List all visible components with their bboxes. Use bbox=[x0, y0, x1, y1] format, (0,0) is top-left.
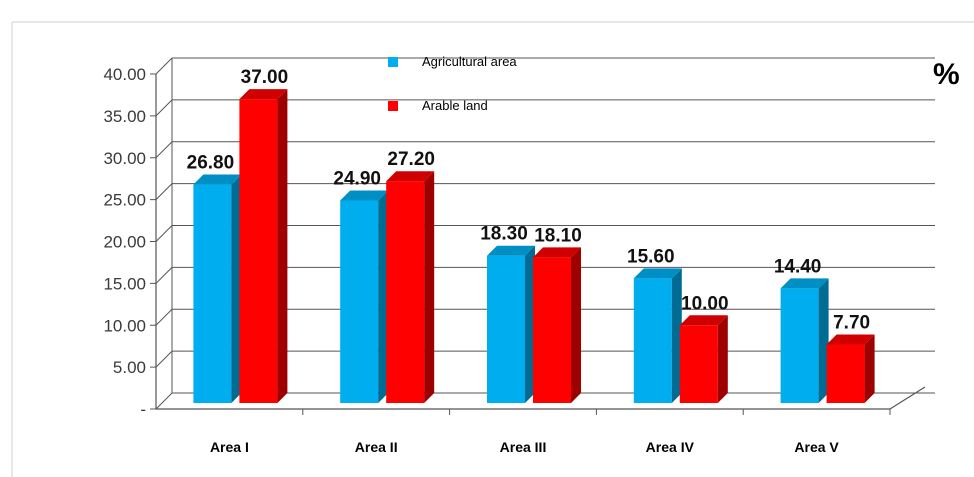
data-label: 37.00 bbox=[241, 67, 289, 88]
bar-side bbox=[864, 334, 875, 403]
y-tick-label: 5.00 bbox=[113, 358, 146, 377]
legend-label: Agricultural area bbox=[422, 54, 517, 69]
bar-top bbox=[193, 174, 242, 185]
data-label: 15.60 bbox=[627, 246, 675, 267]
bar-top bbox=[487, 245, 535, 256]
bar-front bbox=[679, 325, 718, 403]
bar-top bbox=[679, 315, 728, 326]
data-label: 18.10 bbox=[534, 225, 582, 246]
data-label: 24.90 bbox=[333, 168, 381, 189]
bar-front bbox=[780, 288, 819, 403]
data-label: 26.80 bbox=[187, 153, 235, 174]
bar-top bbox=[386, 171, 435, 182]
data-label: 7.70 bbox=[833, 313, 870, 334]
bar-side bbox=[818, 278, 829, 403]
legend: Agricultural area Arable land bbox=[388, 54, 517, 113]
data-label: 18.30 bbox=[480, 224, 528, 245]
gridline-diag bbox=[155, 350, 173, 368]
gridline-diag bbox=[155, 267, 173, 284]
bar-top bbox=[826, 334, 875, 345]
category-label: Area IV bbox=[646, 439, 695, 455]
x-category-labels: Area I Area II Area III Area IV Area V bbox=[210, 439, 840, 455]
bars bbox=[193, 89, 875, 403]
bar-side bbox=[571, 247, 581, 403]
legend-swatch bbox=[388, 57, 398, 67]
data-labels: 26.80 37.00 24.90 27.20 18.30 18.10 15.60 10.00… bbox=[187, 67, 870, 333]
category-label: Area V bbox=[794, 439, 839, 455]
category-label: Area III bbox=[500, 439, 547, 455]
data-label: 27.20 bbox=[387, 149, 435, 170]
y-tick-label: 35.00 bbox=[103, 107, 146, 126]
bar-front bbox=[487, 255, 525, 403]
bar-side bbox=[525, 245, 535, 403]
bar-side bbox=[277, 89, 288, 403]
data-label: 10.00 bbox=[681, 293, 729, 314]
bar-side bbox=[231, 174, 242, 403]
y-tick-label: 40.00 bbox=[103, 65, 146, 84]
gridline-diag bbox=[155, 141, 173, 159]
gridline-diag bbox=[155, 99, 173, 117]
axes bbox=[11, 21, 974, 477]
bar-front bbox=[826, 344, 865, 403]
y-tick-labels: - 5.00 10.00 15.00 20.00 25.00 30.00 35.00 40.00 bbox=[103, 65, 146, 419]
gridline-diag bbox=[155, 225, 173, 242]
y-tick-label: 10.00 bbox=[103, 316, 146, 335]
gridline-diag bbox=[155, 392, 173, 410]
bar-front bbox=[386, 181, 425, 403]
gridline-diag bbox=[155, 57, 173, 75]
bar-top bbox=[533, 247, 581, 258]
legend-swatch bbox=[388, 101, 398, 111]
bar-side bbox=[671, 268, 682, 403]
category-label: Area I bbox=[210, 439, 249, 455]
floor-edge bbox=[889, 386, 926, 410]
bar-top bbox=[340, 190, 389, 201]
bar-side bbox=[378, 190, 389, 403]
gridline-diag bbox=[155, 183, 173, 200]
bar-front bbox=[633, 278, 672, 403]
bar-front bbox=[340, 200, 379, 403]
y-tick-label: 20.00 bbox=[103, 233, 146, 252]
y-tick-label: 25.00 bbox=[103, 191, 146, 210]
bar-top bbox=[633, 268, 682, 279]
y-tick-label: - bbox=[140, 400, 146, 419]
category-label: Area II bbox=[355, 439, 398, 455]
gridline-diag bbox=[155, 308, 173, 326]
bar-front bbox=[193, 184, 232, 403]
unit-label: % bbox=[933, 58, 960, 91]
bar-side bbox=[717, 315, 728, 403]
bar-front bbox=[533, 257, 571, 403]
bar-top bbox=[239, 89, 288, 100]
data-label: 14.40 bbox=[774, 256, 822, 277]
bar-front bbox=[239, 99, 278, 403]
legend-label: Arable land bbox=[422, 98, 488, 113]
y-tick-label: 30.00 bbox=[103, 149, 146, 168]
y-tick-label: 15.00 bbox=[103, 274, 146, 293]
bar-side bbox=[424, 171, 435, 403]
bar-top bbox=[780, 278, 829, 289]
